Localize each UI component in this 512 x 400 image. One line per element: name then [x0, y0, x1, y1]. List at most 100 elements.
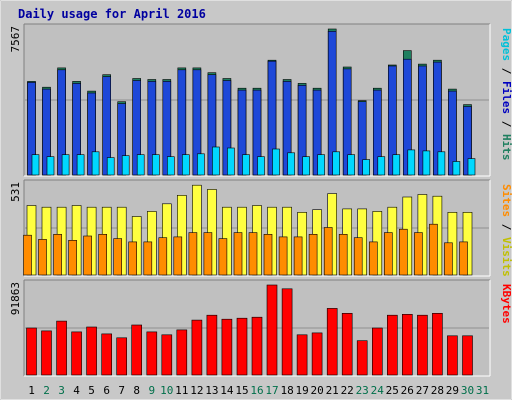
bar-pages — [437, 151, 446, 176]
bar-pages — [287, 152, 295, 176]
bar-kbytes — [311, 332, 323, 376]
panel-bot: 91863 KBytes — [9, 279, 512, 377]
x-tick-label: 1 — [28, 384, 35, 397]
bar-sites — [188, 232, 198, 276]
bar-sites — [383, 232, 393, 276]
x-tick-label: 27 — [416, 384, 429, 397]
chart-title: Daily usage for April 2016 — [18, 7, 206, 21]
bar-sites — [173, 236, 183, 276]
bar-files — [117, 103, 126, 176]
bar-kbytes — [86, 326, 97, 376]
bar-kbytes — [71, 331, 82, 376]
bar-pages — [452, 161, 461, 176]
bar-sites — [444, 242, 453, 276]
bar-files — [463, 106, 472, 176]
bar-kbytes — [161, 334, 173, 376]
bar-sites — [233, 232, 243, 276]
x-tick-label: 28 — [431, 384, 444, 397]
bar-files — [433, 61, 442, 176]
bar-files — [267, 60, 277, 176]
bar-sites — [353, 237, 363, 276]
bar-files — [252, 89, 262, 176]
bar-sites — [263, 234, 273, 276]
bar-kbytes — [116, 337, 127, 376]
x-tick-label: 22 — [341, 384, 354, 397]
panel-top: 7567 Pages / Files / Hits — [9, 23, 512, 177]
bar-kbytes — [356, 340, 368, 376]
bar-files — [102, 76, 111, 176]
bar-kbytes — [131, 324, 142, 376]
x-tick-label: 12 — [190, 384, 203, 397]
bar-kbytes — [401, 313, 413, 376]
bar-files — [132, 80, 141, 176]
x-tick-label: 13 — [205, 384, 218, 397]
bar-kbytes — [326, 308, 338, 376]
bar-kbytes — [101, 333, 112, 376]
bar-sites — [414, 232, 423, 276]
x-tick-label: 3 — [58, 384, 65, 397]
x-tick-label: 15 — [235, 384, 248, 397]
bar-sites — [38, 239, 47, 276]
max-value-label: 7567 — [9, 26, 22, 53]
x-tick-label: 2 — [43, 384, 50, 397]
bar-kbytes — [146, 331, 158, 376]
legend-mid: Sites / Visits — [500, 184, 512, 277]
bar-files — [42, 88, 51, 176]
bar-sites — [248, 232, 258, 276]
bar-kbytes — [191, 319, 203, 376]
bar-kbytes — [251, 316, 263, 376]
bar-pages — [272, 148, 280, 176]
bar-pages — [317, 154, 325, 176]
bar-sites — [83, 235, 92, 276]
bar-files — [147, 81, 157, 176]
legend-entry: Hits — [500, 134, 512, 161]
bar-files — [72, 83, 81, 176]
x-tick-label: 25 — [386, 384, 399, 397]
panel-mid: 531 Sites / Visits — [9, 179, 512, 277]
legend-entry: / — [500, 114, 512, 134]
bar-files — [87, 92, 96, 176]
bar-pages — [167, 156, 175, 176]
bar-kbytes — [56, 320, 67, 376]
bar-pages — [61, 154, 70, 176]
bar-pages — [197, 153, 205, 176]
bar-pages — [152, 154, 160, 176]
bar-files — [312, 89, 322, 176]
bar-pages — [392, 154, 401, 176]
bar-sites — [143, 241, 153, 276]
bar-kbytes — [371, 327, 383, 376]
x-tick-label: 9 — [148, 384, 155, 397]
bar-kbytes — [462, 335, 473, 376]
x-tick-label: 14 — [220, 384, 234, 397]
bar-files — [342, 68, 352, 176]
chart-panels: 7567 Pages / Files / Hits 531 Sites / Visit… — [9, 23, 512, 377]
legend-entry: Pages — [500, 28, 512, 61]
bar-pages — [182, 154, 190, 176]
x-tick-label: 30 — [461, 384, 474, 397]
x-tick-label: 6 — [103, 384, 110, 397]
bar-pages — [347, 154, 356, 176]
bar-pages — [31, 154, 40, 176]
bar-files — [327, 30, 337, 176]
x-tick-label: 18 — [280, 384, 293, 397]
bar-files — [177, 69, 187, 176]
x-tick-label: 21 — [326, 384, 339, 397]
bar-pages — [76, 154, 85, 176]
bar-kbytes — [296, 334, 308, 376]
bar-pages — [242, 154, 250, 176]
bar-kbytes — [417, 314, 428, 376]
bar-pages — [136, 154, 145, 176]
x-tick-label: 29 — [446, 384, 459, 397]
bar-kbytes — [266, 284, 278, 376]
x-tick-label: 5 — [88, 384, 95, 397]
bar-files — [162, 81, 172, 176]
bar-sites — [53, 234, 62, 276]
bar-sites — [323, 227, 333, 276]
max-value-label: 91863 — [9, 282, 22, 315]
bar-sites — [113, 238, 122, 276]
legend-entry: / — [500, 217, 512, 237]
bar-pages — [212, 146, 220, 176]
bar-sites — [308, 234, 318, 276]
bar-files — [357, 101, 367, 176]
